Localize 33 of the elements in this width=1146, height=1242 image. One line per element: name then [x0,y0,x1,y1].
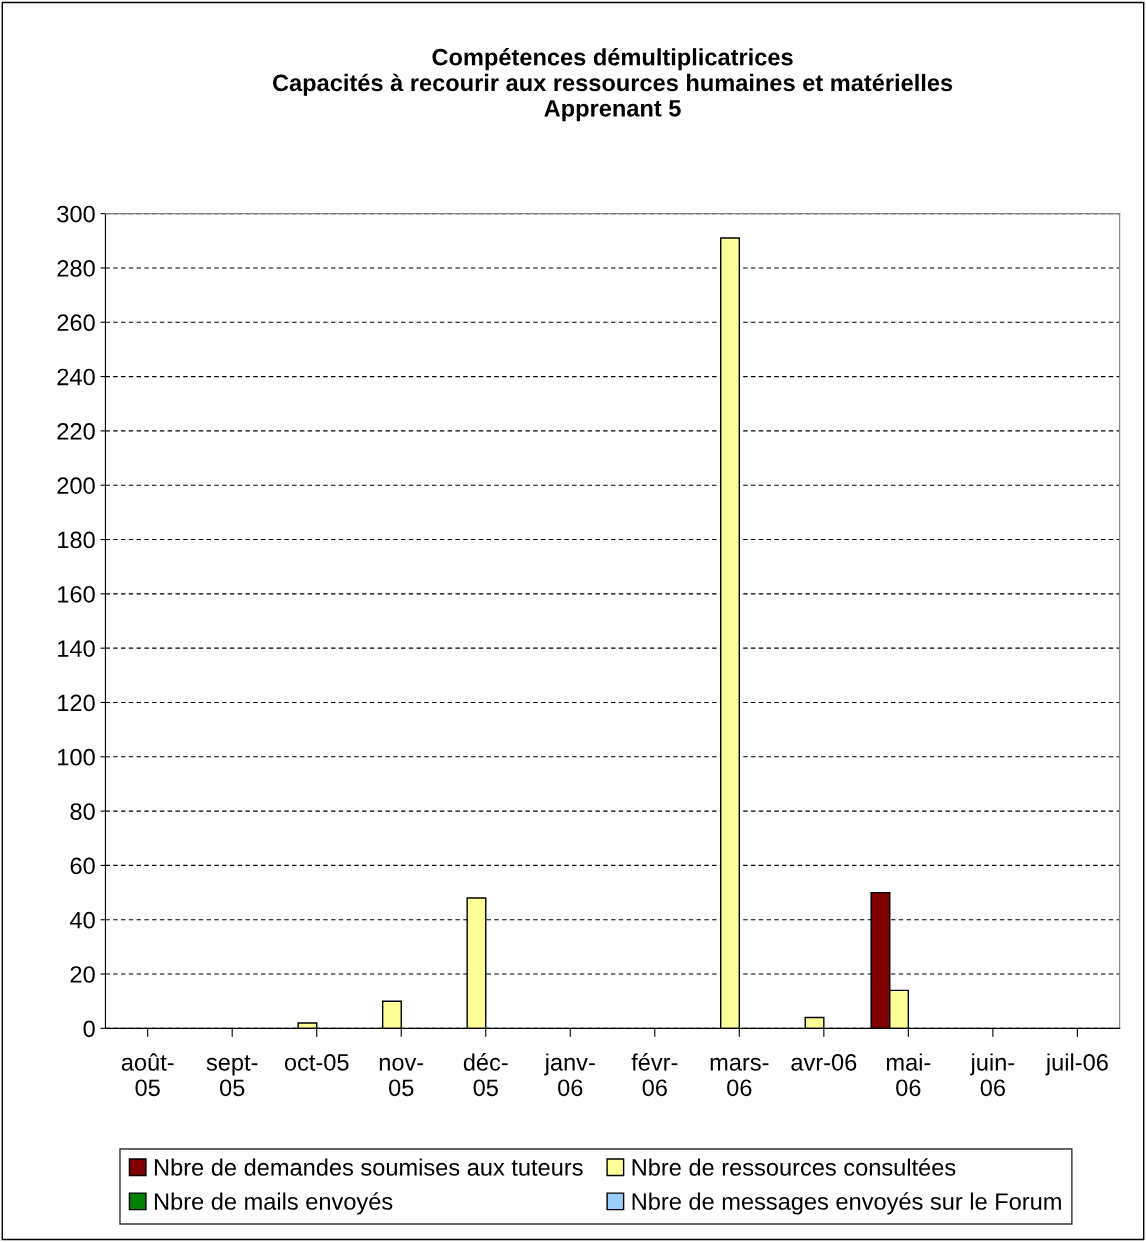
chart-title: Compétences démultiplicatrices Capacités à recourir aux ressources humaines et matérielles Apprenant 5 [272,47,953,122]
y-tick-label: 300 [57,205,95,223]
legend-label: Nbre de messages envoyés sur le Forum [632,1192,1061,1215]
y-tick-label: 120 [58,694,95,712]
x-tick-label: août- 05 [121,1053,174,1097]
legend-label: Nbre de ressources consultées [632,1158,956,1176]
y-tick-label: 80 [70,803,95,820]
y-tick-label: 200 [57,477,95,494]
x-tick-label: oct-05 [284,1054,349,1071]
x-tick-label: janv- 06 [544,1053,595,1097]
x-tick-label: nov- 05 [379,1057,424,1097]
y-tick-label: 220 [57,422,95,440]
y-tick-label: 180 [58,531,95,549]
y-tick-label: 260 [57,314,95,332]
y-tick-label: 280 [57,260,95,277]
x-tick-label: déc- 05 [463,1053,508,1097]
x-tick-label: avr-06 [791,1054,857,1071]
x-tick-label: sept- 05 [206,1055,258,1097]
y-tick-label: 0 [83,1020,95,1038]
y-tick-label: 20 [70,966,95,983]
x-tick-label: févr- 06 [631,1053,678,1097]
y-tick-label: 140 [58,640,95,657]
x-tick-label: juin- 06 [969,1053,1015,1097]
x-tick-label: mai- 06 [886,1053,931,1097]
y-tick-label: 240 [57,368,95,386]
y-tick-label: 60 [70,857,95,875]
x-tick-label: juil-06 [1045,1053,1108,1076]
legend-label: Nbre de mails envoyés [154,1192,393,1215]
y-tick-label: 40 [69,911,95,929]
x-tick-label: mars- 06 [710,1057,769,1097]
y-tick-label: 100 [58,748,95,766]
legend-label: Nbre de demandes soumises aux tuteurs [154,1158,583,1176]
y-tick-label: 160 [58,585,95,603]
